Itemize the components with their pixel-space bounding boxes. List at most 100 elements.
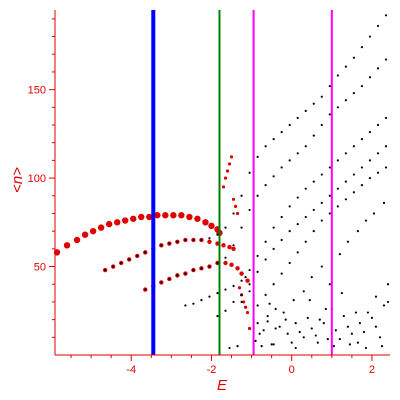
data-point xyxy=(336,159,339,162)
data-point xyxy=(294,346,297,350)
data-point xyxy=(274,327,277,330)
data-point xyxy=(328,84,331,88)
data-point xyxy=(376,152,380,155)
data-point xyxy=(240,194,243,197)
x-tick-label: 0 xyxy=(289,364,295,376)
data-point xyxy=(326,337,329,341)
data-point xyxy=(362,330,366,334)
data-point xyxy=(364,346,368,350)
data-point xyxy=(370,316,374,319)
data-point xyxy=(336,187,339,190)
data-point xyxy=(322,322,325,325)
data-point xyxy=(73,236,81,244)
data-point xyxy=(304,145,307,148)
data-point xyxy=(224,226,227,229)
data-point xyxy=(320,123,323,127)
data-point xyxy=(380,345,384,348)
data-point xyxy=(216,314,219,318)
data-point xyxy=(112,265,115,268)
data-point xyxy=(376,24,380,28)
data-point xyxy=(81,231,89,238)
data-point xyxy=(298,330,301,334)
data-point xyxy=(302,336,305,339)
data-point xyxy=(146,213,153,221)
data-point xyxy=(224,309,227,312)
data-point xyxy=(224,288,227,291)
data-point xyxy=(200,267,203,270)
data-point xyxy=(376,171,380,174)
data-point xyxy=(354,311,357,314)
data-point xyxy=(344,198,347,201)
data-point xyxy=(376,123,380,127)
data-point xyxy=(200,238,203,242)
data-point xyxy=(232,300,235,304)
data-point xyxy=(160,281,163,284)
data-point xyxy=(170,212,177,219)
data-point xyxy=(104,268,107,272)
data-point xyxy=(384,116,388,120)
data-point xyxy=(192,238,195,242)
data-point xyxy=(223,176,228,180)
data-point xyxy=(162,212,169,219)
data-point xyxy=(223,260,228,266)
data-point xyxy=(278,325,281,328)
data-point xyxy=(229,262,234,267)
data-point xyxy=(186,213,193,221)
data-point xyxy=(231,197,236,201)
data-point xyxy=(378,336,382,339)
data-point xyxy=(264,258,267,261)
data-point xyxy=(328,113,331,116)
data-point xyxy=(241,300,246,304)
data-point xyxy=(272,343,275,346)
data-point xyxy=(227,244,232,250)
data-point xyxy=(348,343,351,346)
data-point xyxy=(272,226,275,229)
data-point xyxy=(232,244,235,247)
data-point xyxy=(228,346,231,350)
data-point xyxy=(184,272,187,275)
data-point xyxy=(328,283,331,286)
data-point xyxy=(304,215,307,219)
data-point xyxy=(280,238,283,242)
data-point xyxy=(346,240,349,243)
data-point xyxy=(336,205,339,208)
data-point xyxy=(266,314,269,318)
data-point xyxy=(374,325,378,328)
data-point xyxy=(232,284,235,288)
data-point xyxy=(360,166,364,169)
data-point xyxy=(262,329,265,332)
data-point xyxy=(320,201,323,204)
data-point xyxy=(282,311,285,314)
data-point xyxy=(384,145,388,148)
data-point xyxy=(288,230,291,233)
data-point xyxy=(338,337,341,341)
data-point xyxy=(268,302,271,305)
data-point xyxy=(264,240,267,243)
data-point xyxy=(243,305,248,309)
data-point xyxy=(216,233,219,236)
data-point xyxy=(136,254,139,258)
data-point xyxy=(194,215,201,222)
data-point xyxy=(256,155,259,158)
data-point xyxy=(366,311,370,314)
data-point xyxy=(256,322,259,325)
data-point xyxy=(292,299,295,302)
data-point xyxy=(344,65,347,68)
data-point xyxy=(274,307,277,311)
data-point xyxy=(160,244,163,247)
data-point xyxy=(312,134,315,137)
data-point xyxy=(332,345,335,348)
data-point xyxy=(302,290,305,293)
data-point xyxy=(97,224,105,231)
data-point xyxy=(280,166,283,169)
data-point xyxy=(176,240,179,243)
data-point xyxy=(89,227,97,235)
data-point xyxy=(288,205,291,208)
data-point xyxy=(216,261,219,265)
data-point xyxy=(248,290,251,293)
data-point xyxy=(256,304,259,307)
data-point xyxy=(225,169,230,173)
data-point xyxy=(310,276,313,279)
data-point xyxy=(320,95,323,98)
data-point xyxy=(240,226,243,229)
